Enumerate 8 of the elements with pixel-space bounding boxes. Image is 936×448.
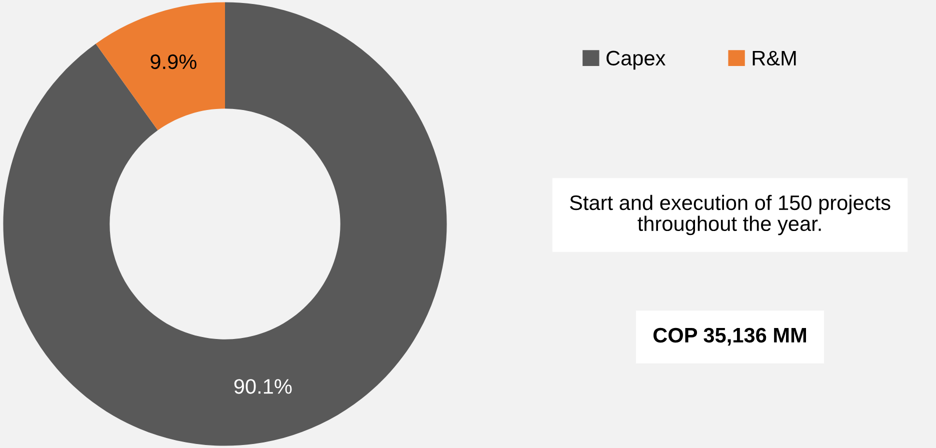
legend-label: R&M [752, 50, 796, 66]
legend-label: Capex [606, 50, 666, 70]
data-label: 9.9% [150, 54, 196, 70]
donut-slice [96, 2, 225, 130]
text: COP 35,136 MM [653, 328, 806, 346]
data-label: 90.1% [234, 379, 292, 394]
text: Start and execution of 150 projects throughout the year. [570, 194, 890, 236]
donut-slice [3, 2, 447, 446]
